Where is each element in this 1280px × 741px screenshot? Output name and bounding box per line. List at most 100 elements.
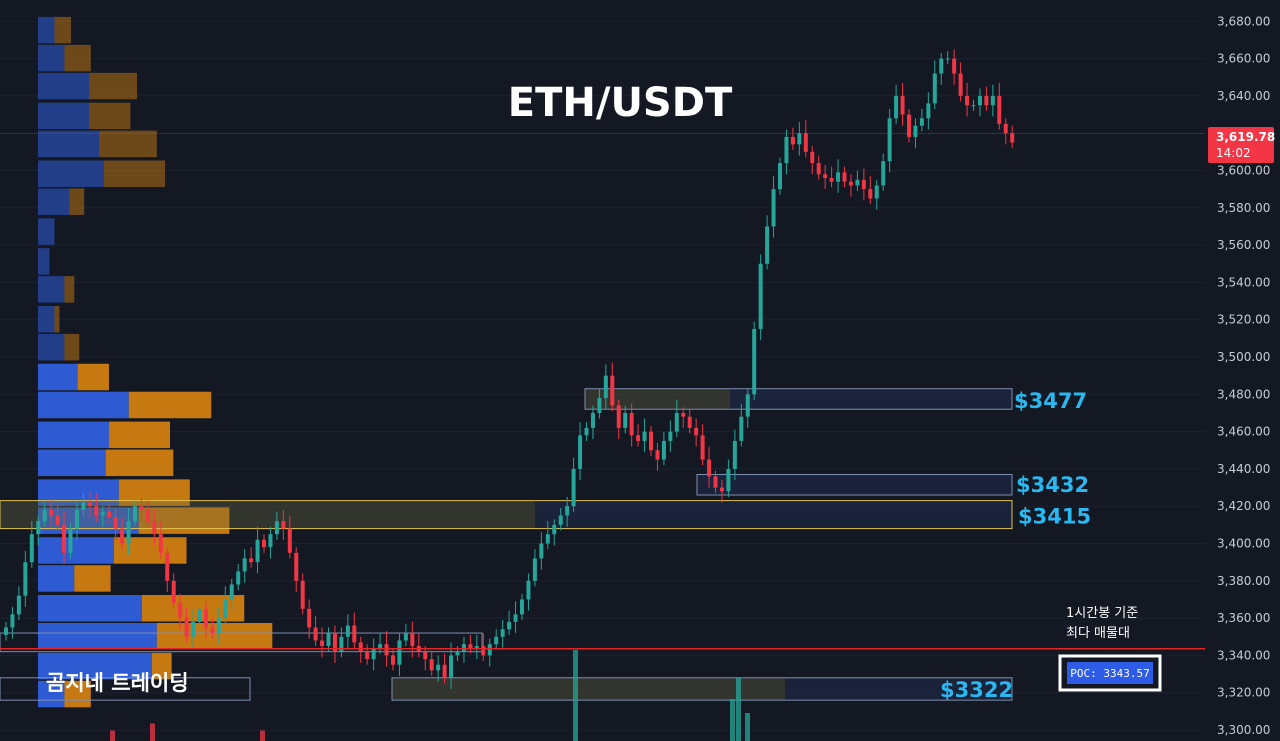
- candle-body[interactable]: [926, 103, 931, 119]
- candle-body[interactable]: [500, 629, 505, 637]
- candle-body[interactable]: [552, 524, 557, 535]
- candle-body[interactable]: [16, 595, 21, 615]
- candle-body[interactable]: [874, 185, 879, 199]
- candle-body[interactable]: [513, 614, 518, 622]
- candle-body[interactable]: [668, 431, 673, 441]
- candle-body[interactable]: [752, 329, 757, 395]
- candle-body[interactable]: [842, 172, 847, 182]
- candle-body[interactable]: [855, 179, 860, 186]
- candle-body[interactable]: [49, 509, 54, 516]
- candle-body[interactable]: [597, 398, 602, 413]
- candle-body[interactable]: [100, 511, 105, 516]
- candle-body[interactable]: [249, 558, 254, 563]
- candle-body[interactable]: [913, 125, 918, 137]
- candle-body[interactable]: [881, 161, 886, 186]
- candle-body[interactable]: [603, 375, 608, 399]
- candle-body[interactable]: [384, 644, 389, 656]
- candle-body[interactable]: [42, 509, 47, 522]
- candle-body[interactable]: [919, 118, 924, 126]
- candle-body[interactable]: [229, 584, 234, 600]
- candle-body[interactable]: [790, 136, 795, 145]
- candle-body[interactable]: [539, 543, 544, 559]
- candle-body[interactable]: [623, 412, 628, 428]
- candle-body[interactable]: [610, 375, 615, 406]
- candle-body[interactable]: [584, 427, 589, 436]
- candle-body[interactable]: [436, 664, 441, 671]
- candle-body[interactable]: [126, 521, 131, 544]
- candle-body[interactable]: [836, 172, 841, 182]
- candle-body[interactable]: [461, 644, 466, 652]
- candle-body[interactable]: [971, 105, 976, 107]
- candle-body[interactable]: [661, 440, 666, 460]
- candle-body[interactable]: [965, 95, 970, 106]
- candle-body[interactable]: [578, 435, 583, 469]
- candle-body[interactable]: [526, 580, 531, 600]
- candle-body[interactable]: [307, 608, 312, 628]
- candle-body[interactable]: [55, 515, 60, 525]
- candle-body[interactable]: [739, 416, 744, 441]
- candle-body[interactable]: [642, 431, 647, 441]
- candle-body[interactable]: [784, 136, 789, 164]
- candle-body[interactable]: [165, 552, 170, 581]
- candle-body[interactable]: [423, 651, 428, 660]
- candle-body[interactable]: [339, 636, 344, 652]
- candle-body[interactable]: [113, 517, 118, 529]
- candle-body[interactable]: [952, 58, 957, 74]
- candle-body[interactable]: [23, 562, 28, 596]
- candle-body[interactable]: [758, 263, 763, 330]
- candle-body[interactable]: [939, 58, 944, 74]
- candle-body[interactable]: [313, 627, 318, 641]
- candle-body[interactable]: [829, 177, 834, 182]
- candle-body[interactable]: [945, 58, 950, 60]
- candle-body[interactable]: [900, 95, 905, 115]
- candle-body[interactable]: [694, 427, 699, 436]
- candle-body[interactable]: [887, 118, 892, 162]
- candle-body[interactable]: [107, 511, 112, 518]
- candle-body[interactable]: [848, 181, 853, 186]
- candle-body[interactable]: [487, 644, 492, 656]
- candle-body[interactable]: [816, 163, 821, 175]
- candle-body[interactable]: [68, 528, 73, 553]
- candle-body[interactable]: [281, 521, 286, 529]
- candle-body[interactable]: [178, 603, 183, 619]
- candle-body[interactable]: [62, 524, 67, 553]
- candle-body[interactable]: [823, 174, 828, 178]
- candle-body[interactable]: [629, 412, 634, 436]
- candle-body[interactable]: [590, 412, 595, 428]
- candle-body[interactable]: [571, 468, 576, 507]
- candle-body[interactable]: [210, 627, 215, 634]
- candle-body[interactable]: [803, 133, 808, 152]
- candle-body[interactable]: [158, 534, 163, 553]
- candle-body[interactable]: [120, 528, 125, 544]
- candle-body[interactable]: [403, 633, 408, 641]
- candle-body[interactable]: [74, 509, 79, 529]
- candle-body[interactable]: [262, 539, 266, 548]
- candle-body[interactable]: [4, 627, 8, 635]
- candle-body[interactable]: [545, 534, 550, 544]
- candle-body[interactable]: [674, 412, 679, 432]
- candle-body[interactable]: [152, 521, 157, 535]
- candle-body[interactable]: [565, 506, 570, 516]
- candle-body[interactable]: [732, 440, 737, 469]
- candle-body[interactable]: [687, 416, 692, 428]
- candle-body[interactable]: [410, 633, 415, 647]
- candle-body[interactable]: [997, 95, 1002, 124]
- candle-body[interactable]: [332, 633, 337, 652]
- candle-body[interactable]: [977, 95, 982, 106]
- candle-body[interactable]: [203, 608, 208, 628]
- candle-body[interactable]: [649, 431, 653, 451]
- candle-body[interactable]: [745, 394, 750, 417]
- candle-body[interactable]: [810, 151, 815, 164]
- candle-body[interactable]: [532, 558, 537, 581]
- candle-body[interactable]: [429, 659, 434, 671]
- candle-body[interactable]: [907, 114, 911, 137]
- candle-body[interactable]: [719, 487, 724, 492]
- candle-body[interactable]: [184, 618, 189, 637]
- candle-body[interactable]: [133, 506, 137, 522]
- candle-body[interactable]: [932, 73, 937, 104]
- candle-body[interactable]: [700, 435, 705, 460]
- candle-body[interactable]: [345, 625, 350, 637]
- candle-body[interactable]: [1010, 133, 1015, 143]
- candle-body[interactable]: [255, 539, 260, 563]
- candle-body[interactable]: [990, 95, 995, 106]
